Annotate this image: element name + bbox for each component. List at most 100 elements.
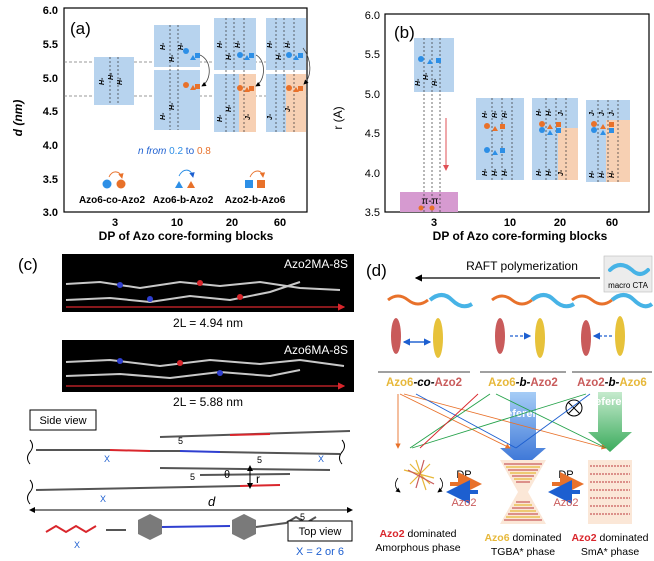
polymer-b-1 — [491, 293, 576, 358]
panel-d: (d) RAFT polymerization macro CTA — [366, 255, 654, 558]
b-j-label: J- — [558, 109, 565, 116]
a-h-label: H- — [226, 104, 233, 112]
side-view-label: Side view — [39, 415, 86, 427]
species-labels: Azo6-co-Azo2 Azo6-b-Azo2 Azo2-b-Azo6 — [378, 371, 652, 389]
top-view-box — [287, 520, 353, 542]
species-1-a: Azo6 — [488, 377, 515, 389]
side-sub-x: X — [318, 454, 324, 464]
panel-a-yaxis: 3.0 3.5 4.0 4.5 5.0 5.5 6.0 — [43, 5, 58, 219]
panel-d-label: (d) — [366, 261, 387, 280]
dp-label-2: DP — [558, 469, 573, 481]
b-ytick-3-5: 3.5 — [365, 207, 380, 219]
a-h-label: H- — [117, 77, 124, 85]
a-ylabel: d (nm) — [11, 100, 25, 137]
b-xtick-3: 3 — [431, 217, 437, 229]
panel-a-label: (a) — [70, 19, 91, 38]
a-xtick-20: 20 — [226, 217, 238, 229]
preference-green-label: Preference — [584, 396, 641, 408]
phase-2-title: Azo6 dominated — [484, 532, 561, 544]
a-j-label: J- — [245, 113, 252, 120]
a-box-dp60-top — [266, 18, 306, 70]
a-legend-item-1: Azo6-b-Azo2 — [153, 195, 214, 206]
a-box-dp10-bot — [154, 70, 200, 130]
a-h-label: H- — [160, 112, 167, 120]
a-h-label: H- — [235, 40, 242, 48]
a-legend-item-0: Azo6-co-Azo2 — [79, 195, 146, 206]
phase-3-title: Azo2 dominated — [571, 532, 648, 544]
species-0-b: Azo2 — [435, 377, 462, 389]
a-j-label: J- — [285, 105, 292, 112]
top-view-label: Top view — [299, 526, 342, 538]
b-ytick-5-0: 5.0 — [365, 89, 380, 101]
phase-3-a: Azo2 — [571, 532, 596, 544]
phase-2-a: Azo6 — [484, 532, 509, 544]
b-j-label: J- — [599, 109, 606, 116]
phase-1-name: Amorphous phase — [375, 542, 460, 554]
a-xlabel: DP of Azo core-forming blocks — [99, 229, 274, 243]
species-0: Azo6-co-Azo2 — [386, 377, 462, 389]
b-h-label: H- — [589, 170, 596, 178]
side-view-box — [29, 409, 97, 431]
b-j-label: J- — [558, 169, 565, 176]
a-legend-n-from: 0.2 — [169, 146, 183, 157]
a-legend: n from 0.2 to 0.8 Azo6-co-Azo2 Azo6-b-Az… — [79, 146, 286, 206]
b-h-label: H- — [492, 110, 499, 118]
a-box-dp20-top — [214, 18, 256, 70]
species-2: Azo2-b-Azo6 — [577, 377, 647, 389]
a-j-label: J- — [267, 113, 274, 120]
mol1-name: Azo2MA-8S — [284, 257, 348, 271]
a-ytick-6-0: 6.0 — [43, 5, 58, 17]
polymer-b-2 — [571, 293, 654, 356]
a-layer-labels: H- H- H- H- H- H- H- H- H- H- H- H- H- J… — [99, 40, 292, 122]
panel-c: (c) Azo2MA-8S 2L = 4.94 nm Azo6MA-8S 2L … — [18, 254, 354, 558]
b-ytick-4-0: 4.0 — [365, 168, 380, 180]
phase-1-title: Azo2 dominated — [379, 528, 456, 540]
mol2-length: 2L = 5.88 nm — [173, 395, 243, 409]
phase-3-name: SmA* phase — [581, 546, 640, 558]
phase-sma-graphic — [588, 460, 632, 524]
side-sub-5: 5 — [190, 472, 195, 482]
b-h-label: H- — [536, 108, 543, 116]
b-h-label: H- — [546, 168, 553, 176]
a-box-dp20-bot-r — [239, 74, 256, 132]
b-h-label: H- — [599, 170, 606, 178]
a-h-label: H- — [276, 52, 283, 60]
mol1-chain — [65, 280, 346, 311]
side-sub-x: X — [100, 494, 106, 504]
panel-b-yaxis: 3.5 4.0 4.5 5.0 5.5 6.0 — [365, 10, 380, 219]
dp-label-1: DP — [456, 469, 471, 481]
b-box-dp10 — [476, 98, 524, 180]
a-ytick-3-5: 3.5 — [43, 174, 58, 186]
phase-amorphous-graphic — [395, 459, 443, 493]
a-h-label: H- — [160, 42, 167, 50]
a-xtick-60: 60 — [274, 217, 286, 229]
phase-2-name: TGBA* phase — [491, 546, 555, 558]
phase-3-b: dominated — [597, 532, 649, 544]
b-ylabel: r (A) — [331, 106, 345, 129]
b-j-label: J- — [589, 109, 596, 116]
a-box-dp60-bot-r — [286, 74, 306, 132]
b-h-label: H- — [609, 170, 616, 178]
b-h-label: H- — [546, 108, 553, 116]
side-view-rods — [27, 430, 351, 505]
b-xtick-10: 10 — [504, 217, 516, 229]
b-box-dp20-orange — [558, 128, 578, 180]
polymer-co — [387, 293, 474, 358]
b-h-label: H- — [482, 110, 489, 118]
theta-label: θ — [224, 469, 230, 481]
b-xtick-20: 20 — [554, 217, 566, 229]
a-h-label: H- — [217, 40, 224, 48]
a-h-label: H- — [267, 40, 274, 48]
b-h-label: H- — [502, 110, 509, 118]
species-2-mid: -b- — [605, 377, 620, 389]
b-layer-labels: H- H- H- H- H- H- H- H- H- H- H- J- H- H… — [415, 72, 616, 178]
species-1: Azo6-b-Azo2 — [488, 377, 558, 389]
b-ytick-5-5: 5.5 — [365, 49, 380, 61]
b-box-pi — [400, 192, 458, 212]
cross-arrows — [395, 393, 607, 450]
a-h-label: H- — [285, 40, 292, 48]
azo2-label-2: Azo2 — [553, 497, 578, 509]
species-2-b: Azo6 — [619, 377, 646, 389]
panel-b-frame — [384, 13, 650, 213]
a-markers — [183, 48, 303, 92]
